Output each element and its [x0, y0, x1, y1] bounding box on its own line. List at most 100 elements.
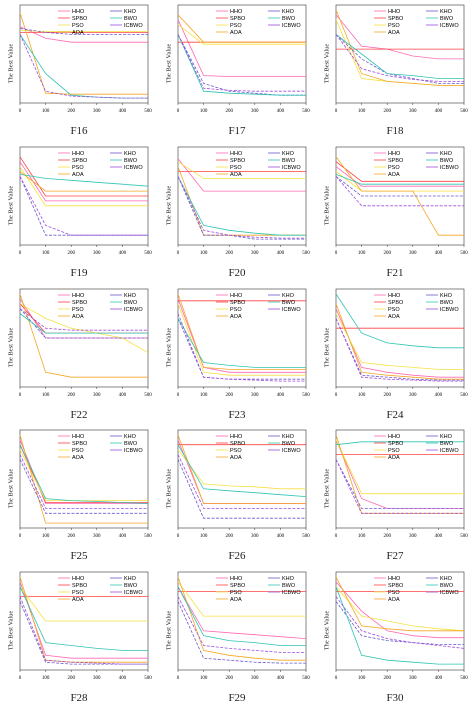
series-line-icbwo	[19, 176, 148, 236]
y-axis-label: The Best Value	[165, 43, 173, 84]
chart-panel-F20: 0 100 200 300 400 500 HHO SPBO PSO AOA KHO BWO ICBWO…	[158, 142, 316, 284]
chart-panel-F18: 0 100 200 300 400 500 HHO SPBO PSO AOA KHO BWO ICBWO…	[316, 0, 474, 142]
legend-label: KHO	[440, 576, 453, 582]
legend-label: KHO	[282, 576, 295, 582]
x-tick-label: 0	[19, 534, 22, 539]
x-tick-label: 100	[200, 109, 208, 114]
legend-label: SPBO	[230, 300, 246, 306]
series-line-hho	[19, 26, 148, 43]
series-line-bwo	[335, 586, 464, 665]
y-axis-label: The Best Value	[7, 185, 15, 226]
legend-label: HHO	[72, 576, 85, 582]
plot-frame	[177, 146, 307, 246]
legend-label: HHO	[388, 293, 401, 299]
legend-label: BWO	[440, 300, 454, 306]
chart-title: F27	[386, 550, 404, 563]
chart-panel-F19: 0 100 200 300 400 500 HHO SPBO PSO AOA KHO BWO ICBWO…	[0, 142, 158, 284]
chart-panel-F30: 0 100 200 300 400 500 HHO SPBO PSO AOA KHO BWO ICBWO…	[316, 567, 474, 709]
y-axis-label: The Best Value	[165, 610, 173, 651]
x-tick-label: 0	[177, 251, 180, 256]
x-tick-label: 400	[435, 251, 443, 256]
plot-frame	[335, 4, 465, 104]
legend-label: ICBWO	[440, 307, 459, 313]
x-tick-label: 0	[335, 676, 338, 681]
x-tick-label: 300	[93, 251, 101, 256]
chart-panel-F21: 0 100 200 300 400 500 HHO SPBO PSO AOA KHO BWO ICBWO…	[316, 142, 474, 284]
series-line-pso	[19, 166, 148, 206]
x-tick-label: 0	[177, 393, 180, 398]
plot-frame	[19, 430, 149, 529]
legend-label: AOA	[230, 314, 242, 320]
x-tick-label: 200	[383, 109, 391, 114]
chart-title: F28	[70, 692, 88, 705]
legend-label: KHO	[282, 151, 295, 157]
series-line-kho	[177, 459, 306, 519]
x-tick-label: 200	[67, 109, 75, 114]
x-tick-label: 100	[358, 251, 366, 256]
series-line-hho	[335, 14, 464, 60]
series-line-bwo	[177, 586, 306, 647]
legend-label: PSO	[388, 307, 400, 313]
series-line-kho	[177, 317, 306, 380]
series-line-aoa	[19, 435, 148, 524]
x-tick-label: 300	[409, 393, 417, 398]
legend-label: HHO	[230, 576, 243, 582]
x-tick-label: 400	[277, 251, 285, 256]
chart-title: F19	[70, 266, 88, 279]
chart-panel-F29: 0 100 200 300 400 500 HHO SPBO PSO AOA KHO BWO ICBWO…	[158, 567, 316, 709]
legend-label: BWO	[124, 16, 138, 22]
series-line-kho	[335, 459, 464, 510]
plot-frame	[335, 571, 465, 671]
legend-label: ICBWO	[124, 165, 143, 171]
series-line-hho	[19, 161, 148, 202]
x-tick-label: 300	[251, 251, 259, 256]
legend-label: HHO	[388, 576, 401, 582]
series-line-kho	[335, 317, 464, 381]
legend-label: BWO	[282, 158, 296, 164]
series-line-icbwo	[19, 596, 148, 665]
series-line-icbwo	[335, 317, 464, 382]
legend-label: PSO	[230, 307, 242, 313]
legend-label: PSO	[230, 448, 242, 454]
x-tick-label: 400	[435, 393, 443, 398]
series-line-icbwo	[177, 312, 306, 382]
legend-label: BWO	[440, 441, 454, 447]
x-tick-label: 100	[358, 393, 366, 398]
series-line-kho	[335, 175, 464, 197]
legend-label: SPBO	[388, 300, 404, 306]
series-line-hho	[335, 581, 464, 639]
legend-label: KHO	[440, 9, 453, 15]
x-tick-label: 300	[409, 534, 417, 539]
chart-title: F22	[70, 408, 88, 421]
chart-panel-F22: 0 100 200 300 400 500 HHO SPBO PSO AOA KHO BWO ICBWO…	[0, 284, 158, 426]
series-line-hho	[19, 581, 148, 659]
legend-label: HHO	[72, 434, 85, 440]
legend-label: HHO	[230, 293, 243, 299]
series-line-bwo	[177, 444, 307, 498]
legend-label: KHO	[282, 9, 295, 15]
x-tick-label: 500	[460, 109, 468, 114]
legend-label: HHO	[230, 9, 243, 15]
legend-label: HHO	[388, 434, 401, 440]
legend-label: AOA	[388, 30, 400, 36]
legend-label: AOA	[72, 172, 84, 178]
series-line-bwo	[335, 34, 464, 79]
series-line-pso	[177, 581, 306, 617]
series-line-pso	[19, 302, 149, 353]
series-line-pso	[19, 586, 148, 622]
x-tick-label: 100	[42, 393, 50, 398]
legend-label: ICBWO	[124, 448, 143, 454]
chart-panel-F28: 0 100 200 300 400 500 HHO SPBO PSO AOA KHO BWO ICBWO…	[0, 567, 158, 709]
legend-label: AOA	[388, 455, 400, 461]
series-line-aoa	[177, 166, 306, 236]
y-axis-label: The Best Value	[323, 610, 331, 651]
series-line-bwo	[19, 34, 148, 99]
y-axis-label: The Best Value	[323, 185, 331, 226]
legend-label: PSO	[230, 165, 242, 171]
